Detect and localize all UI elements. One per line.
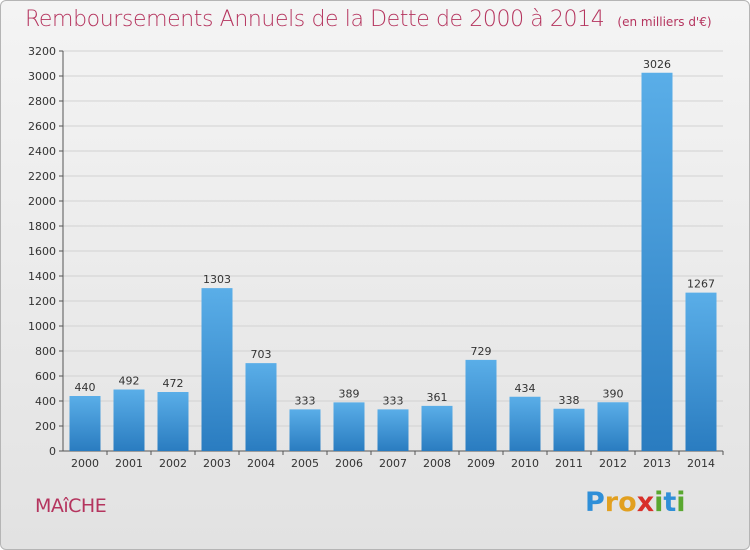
data-label: 3026 — [643, 58, 671, 71]
data-label: 389 — [339, 387, 360, 400]
data-label: 1267 — [687, 278, 715, 291]
bar — [245, 363, 277, 451]
bar — [641, 72, 673, 451]
x-tick-label: 2009 — [467, 457, 495, 470]
axes: 0 200 400 600 800 1000 1200 1400 1600 1800 2000 220… — [28, 45, 724, 470]
data-label: 703 — [251, 348, 272, 361]
logo-letter: P — [585, 487, 605, 518]
bar — [333, 402, 365, 451]
bar — [465, 359, 497, 451]
x-tick-label: 2001 — [115, 457, 143, 470]
x-tick-label: 2008 — [423, 457, 451, 470]
chart-title-main: Remboursements Annuels de la Dette de 20… — [25, 7, 605, 32]
bar — [553, 408, 585, 451]
labels: 440 492 472 1303 703 333 389 333 361 729 434 338 390… — [75, 58, 716, 408]
y-tick-label: 2800 — [28, 95, 56, 108]
x-tick-label: 2013 — [643, 457, 671, 470]
logo-letter: r — [604, 487, 619, 518]
x-tick-label: 2014 — [687, 457, 715, 470]
y-tick-label: 1600 — [28, 245, 56, 258]
y-tick-label: 600 — [35, 370, 56, 383]
commune-name: MAîCHE — [35, 495, 107, 517]
bar — [509, 396, 541, 451]
y-tick-label: 2400 — [28, 145, 56, 158]
x-tick-label: 2000 — [71, 457, 99, 470]
x-tick-label: 2004 — [247, 457, 275, 470]
chart-title-unit: (en milliers d'€) — [617, 15, 712, 29]
y-tick-label: 2200 — [28, 170, 56, 183]
y-tick-label: 1000 — [28, 320, 56, 333]
proxiti-logo[interactable]: Proxiti — [585, 487, 686, 518]
logo-letter: i — [654, 487, 664, 518]
data-label: 729 — [471, 345, 492, 358]
y-tick-label: 200 — [35, 420, 56, 433]
bar — [289, 409, 321, 451]
x-tick-label: 2006 — [335, 457, 363, 470]
x-tick-label: 2005 — [291, 457, 319, 470]
logo-letter: i — [676, 487, 686, 518]
x-tick-label: 2007 — [379, 457, 407, 470]
bar — [377, 409, 409, 451]
data-label: 472 — [163, 377, 184, 390]
y-tick-label: 1800 — [28, 220, 56, 233]
bar — [201, 288, 233, 451]
bar — [421, 405, 453, 451]
data-label: 434 — [515, 382, 536, 395]
x-tick-label: 2010 — [511, 457, 539, 470]
x-tick-label: 2003 — [203, 457, 231, 470]
data-label: 492 — [119, 375, 140, 388]
logo-letter: x — [636, 487, 655, 518]
y-tick-label: 1200 — [28, 295, 56, 308]
bar — [597, 402, 629, 451]
x-tick-label: 2002 — [159, 457, 187, 470]
y-tick-label: 800 — [35, 345, 56, 358]
data-label: 338 — [559, 394, 580, 407]
bars — [69, 72, 717, 451]
data-label: 1303 — [203, 273, 231, 286]
chart-title: Remboursements Annuels de la Dette de 20… — [25, 7, 712, 32]
data-label: 361 — [427, 391, 448, 404]
data-label: 390 — [603, 387, 624, 400]
data-label: 333 — [383, 394, 404, 407]
y-tick-label: 3000 — [28, 70, 56, 83]
grid — [63, 50, 723, 427]
data-label: 440 — [75, 381, 96, 394]
x-tick-label: 2012 — [599, 457, 627, 470]
y-tick-label: 400 — [35, 395, 56, 408]
bar — [113, 389, 145, 451]
y-tick-label: 2000 — [28, 195, 56, 208]
y-tick-label: 3200 — [28, 45, 56, 58]
logo-letter: t — [663, 487, 677, 518]
bar — [685, 292, 717, 451]
data-label: 333 — [295, 394, 316, 407]
y-tick-label: 0 — [49, 445, 56, 458]
bar — [69, 396, 101, 451]
logo-letter: o — [618, 487, 637, 518]
y-tick-label: 1400 — [28, 270, 56, 283]
y-tick-label: 2600 — [28, 120, 56, 133]
x-tick-label: 2011 — [555, 457, 583, 470]
bar — [157, 392, 189, 451]
